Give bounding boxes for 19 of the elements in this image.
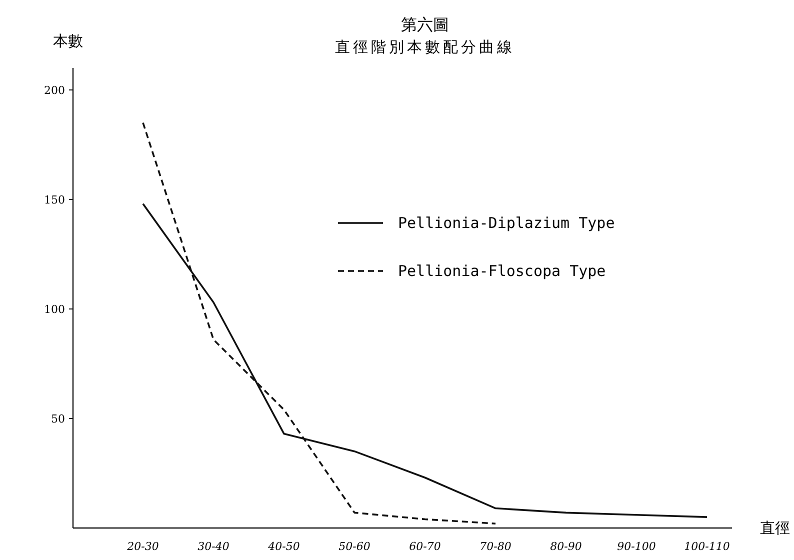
y-axis-title: 本數 — [53, 32, 83, 50]
x-tick-label: 70-80 — [480, 540, 512, 553]
y-tick-label: 50 — [51, 412, 65, 426]
y-tick-label: 200 — [44, 84, 65, 97]
x-tick-label: 50-60 — [338, 540, 370, 553]
x-tick-label: 100-110 — [684, 540, 730, 553]
x-tick-label: 60-70 — [409, 540, 441, 553]
x-tick-label: 30-40 — [198, 540, 230, 553]
y-tick-label: 150 — [44, 193, 65, 206]
y-tick-label: 100 — [44, 302, 65, 316]
x-tick-label: 90-100 — [617, 540, 656, 553]
x-tick-label: 20-30 — [126, 540, 159, 553]
x-axis-title: 直徑 — [760, 519, 790, 537]
chart-title: 第六圖 — [401, 15, 449, 34]
x-tick-label: 40-50 — [267, 540, 300, 553]
legend-label: Pellionia-Floscopa Type — [398, 262, 606, 280]
chart-subtitle: 直徑階別本數配分曲線 — [335, 38, 515, 56]
legend-label: Pellionia-Diplazium Type — [398, 214, 615, 232]
x-tick-label: 80-90 — [550, 540, 582, 553]
